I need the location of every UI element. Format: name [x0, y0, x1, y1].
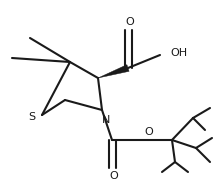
Text: O: O: [110, 171, 118, 181]
Text: O: O: [126, 17, 134, 27]
Polygon shape: [98, 65, 129, 78]
Text: O: O: [145, 127, 153, 137]
Text: OH: OH: [170, 48, 187, 58]
Text: S: S: [29, 112, 36, 122]
Text: N: N: [102, 115, 110, 125]
